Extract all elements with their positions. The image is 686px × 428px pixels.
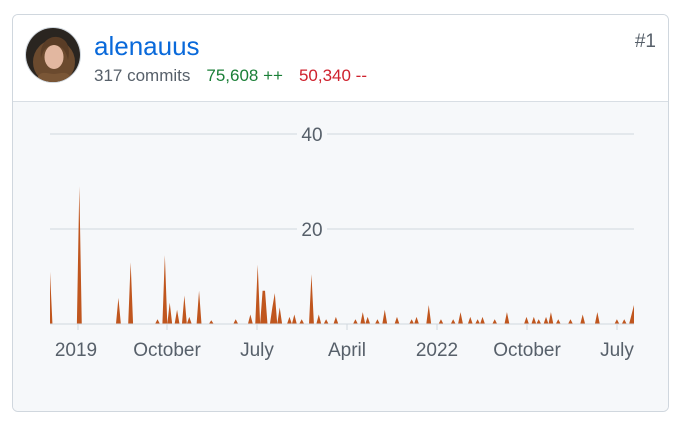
x-axis-ticks (77, 324, 618, 330)
contribution-stats: 317 commits 75,608 ++ 50,340 -- (94, 66, 367, 86)
commit-count: 317 commits (94, 66, 191, 85)
x-tick-label: April (328, 340, 366, 361)
avatar[interactable] (25, 27, 81, 83)
y-tick-bg-20 (297, 219, 327, 239)
commit-activity-chart: 40 20 2019 October July April 2022 Octob… (13, 102, 668, 411)
contributor-card: alenauus 317 commits 75,608 ++ 50,340 -- #… (12, 14, 669, 412)
x-tick-label: July (240, 340, 274, 361)
x-tick-label: October (493, 340, 561, 361)
x-tick-label: July (600, 340, 634, 361)
x-tick-label: October (133, 340, 201, 361)
username-link[interactable]: alenauus (94, 31, 200, 61)
rank-label: #1 (634, 31, 656, 52)
chart-svg: 40 20 2019 October July April 2022 Octob… (50, 124, 634, 361)
commit-area-series (50, 186, 634, 324)
x-tick-label: 2019 (55, 340, 97, 361)
additions-count: 75,608 ++ (206, 66, 283, 85)
x-tick-label: 2022 (416, 340, 458, 361)
y-tick-label-40: 40 (301, 125, 322, 146)
deletions-count: 50,340 -- (298, 66, 367, 85)
contributor-header: alenauus 317 commits 75,608 ++ 50,340 -- #… (13, 15, 668, 102)
avatar-image (26, 28, 80, 82)
y-tick-bg-40 (297, 124, 327, 144)
y-tick-label-20: 20 (301, 220, 322, 241)
